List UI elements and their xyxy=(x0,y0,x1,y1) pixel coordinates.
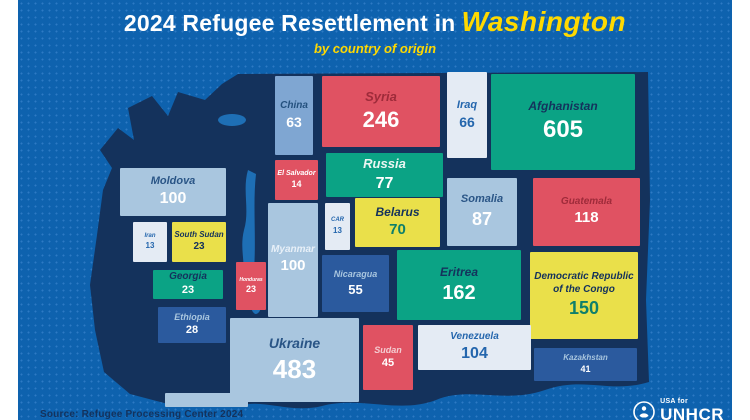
treemap-box-georgia: Georgia 23 xyxy=(153,270,223,299)
country-label: Russia xyxy=(363,156,406,172)
treemap-box-car: CAR 13 xyxy=(325,203,350,250)
treemap-box-somalia: Somalia 87 xyxy=(447,178,517,246)
unhcr-logo-unhcr: UNHCR xyxy=(660,405,724,420)
treemap-box-iraq: Iraq 66 xyxy=(447,72,487,158)
country-value: 23 xyxy=(181,284,195,297)
treemap-box-sudan: Sudan 45 xyxy=(363,325,413,390)
country-label: Afghanistan xyxy=(528,99,598,113)
country-value: 63 xyxy=(286,113,302,130)
country-label: Moldova xyxy=(150,174,196,187)
country-value: 150 xyxy=(568,298,600,319)
treemap-box-drc: Democratic Republic of the Congo 150 xyxy=(530,252,638,339)
country-value: 13 xyxy=(333,225,342,235)
treemap-box-honduras: Honduras 23 xyxy=(236,262,266,310)
treemap-box-venezuela: Venezuela 104 xyxy=(418,325,531,370)
country-label: Ukraine xyxy=(268,334,321,351)
country-label: Nicaragua xyxy=(333,269,378,280)
treemap-box-south-sudan: South Sudan 23 xyxy=(172,222,226,262)
country-label: Iran xyxy=(144,232,156,239)
treemap-box-eritrea: Eritrea 162 xyxy=(397,250,521,320)
country-label: Kazakhstan xyxy=(563,353,608,363)
country-label: Venezuela xyxy=(450,330,499,342)
left-margin xyxy=(0,0,18,420)
country-value: 100 xyxy=(159,190,187,208)
country-label: Myanmar xyxy=(271,243,315,255)
treemap-box-guatemala: Guatemala 118 xyxy=(533,178,640,246)
country-label: Eritrea xyxy=(439,264,479,279)
page-title: 2024 Refugee Resettlement in Washington xyxy=(18,6,732,38)
right-margin xyxy=(732,0,750,420)
treemap-box-russia: Russia 77 xyxy=(326,153,443,197)
country-value: 14 xyxy=(291,179,302,190)
treemap-box-cropped-bottom xyxy=(165,393,248,407)
treemap-box-el-salvador: El Salvador 14 xyxy=(275,160,318,200)
country-value: 162 xyxy=(442,281,476,304)
title-prefix: 2024 Refugee Resettlement in xyxy=(123,10,456,36)
strait-water xyxy=(218,114,246,126)
page-subtitle: by country of origin xyxy=(313,41,437,56)
country-label: El Salvador xyxy=(277,169,316,177)
country-label: South Sudan xyxy=(174,230,224,240)
country-value: 45 xyxy=(381,356,395,369)
country-value: 104 xyxy=(461,345,488,363)
blue-canvas: 2024 Refugee Resettlement in Washington b… xyxy=(18,0,732,420)
country-label: Georgia xyxy=(169,270,207,282)
treemap-box-moldova: Moldova 100 xyxy=(120,168,226,216)
country-label: Iraq xyxy=(456,98,478,111)
header: 2024 Refugee Resettlement in Washington b… xyxy=(18,0,732,56)
country-value: 77 xyxy=(375,174,394,192)
country-value: 23 xyxy=(245,284,256,294)
country-label: Belarus xyxy=(375,205,420,220)
treemap-box-syria: Syria 246 xyxy=(322,76,440,147)
country-label: CAR xyxy=(331,217,344,224)
country-value: 118 xyxy=(574,209,599,227)
country-label: Guatemala xyxy=(560,195,613,207)
treemap-box-nicaragua: Nicaragua 55 xyxy=(322,255,389,312)
treemap-box-iran: Iran 13 xyxy=(133,222,167,262)
treemap-box-ukraine: Ukraine 483 xyxy=(230,318,359,402)
treemap-box-kazakhstan: Kazakhstan 41 xyxy=(534,348,637,381)
title-highlight: Washington xyxy=(461,6,627,37)
country-label: China xyxy=(280,100,308,111)
country-value: 246 xyxy=(362,107,400,133)
treemap-box-afghanistan: Afghanistan 605 xyxy=(491,74,635,170)
country-value: 41 xyxy=(580,364,591,375)
treemap-box-china: China 63 xyxy=(275,76,313,155)
country-value: 23 xyxy=(193,241,205,253)
treemap-box-belarus: Belarus 70 xyxy=(355,198,440,247)
country-value: 28 xyxy=(185,324,199,337)
country-label: Sudan xyxy=(374,344,402,355)
country-label: Ethiopia xyxy=(174,312,210,322)
country-label: Honduras xyxy=(239,276,263,283)
country-value: 483 xyxy=(272,354,317,384)
treemap-box-ethiopia: Ethiopia 28 xyxy=(158,307,226,343)
unhcr-logo-icon xyxy=(633,401,655,420)
source-note: Source: Refugee Processing Center 2024 xyxy=(40,409,244,420)
country-value: 605 xyxy=(542,116,584,143)
unhcr-logo-usa-for: USA for xyxy=(660,398,689,405)
country-value: 55 xyxy=(348,281,363,297)
country-value: 70 xyxy=(389,221,406,239)
country-value: 66 xyxy=(459,113,475,130)
unhcr-logo-text: USA for UNHCR xyxy=(660,398,724,420)
treemap: China 63 Syria 246 Iraq 66 Afghanistan 605 El Sa… xyxy=(18,0,732,420)
puget-sound-water xyxy=(242,170,256,289)
unhcr-logo: USA for UNHCR xyxy=(632,398,724,420)
country-value: 100 xyxy=(280,257,306,275)
country-label: Somalia xyxy=(460,193,504,206)
country-value: 13 xyxy=(145,241,155,251)
country-value: 87 xyxy=(471,209,493,230)
treemap-box-myanmar: Myanmar 100 xyxy=(268,203,318,317)
country-label: Syria xyxy=(365,89,397,105)
country-label: Democratic Republic of the Congo xyxy=(534,271,634,295)
